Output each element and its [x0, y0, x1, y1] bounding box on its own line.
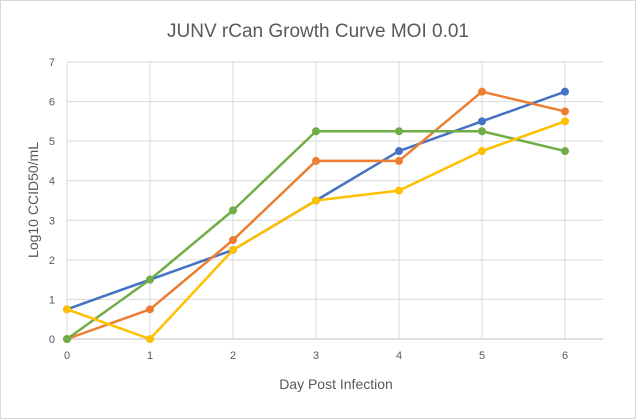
y-tick-label: 7: [49, 57, 55, 69]
y-tick-labels: 0 1 2 3 4 5 6 7: [49, 57, 55, 346]
data-point: [478, 117, 486, 126]
data-point: [395, 156, 403, 165]
x-tick-label: 3: [313, 350, 319, 362]
data-point: [395, 147, 403, 156]
data-point: [478, 127, 486, 136]
x-tick-label: 4: [396, 350, 402, 362]
chart-title: JUNV rCan Growth Curve MOI 0.01: [167, 21, 469, 42]
data-point: [561, 87, 569, 96]
y-axis-title: Log10 CCID50/mL: [25, 142, 41, 258]
data-point: [561, 107, 569, 116]
series-lines: [63, 87, 569, 343]
series-3: [63, 127, 569, 343]
x-tick-label: 2: [230, 350, 236, 362]
x-axis-title: Day Post Infection: [279, 376, 393, 392]
data-point: [312, 196, 320, 205]
x-tick-label: 5: [479, 350, 485, 362]
data-point: [229, 206, 237, 215]
data-point: [478, 87, 486, 96]
y-tick-label: 5: [49, 136, 55, 148]
gridlines: [66, 61, 603, 340]
y-tick-label: 3: [49, 215, 55, 227]
y-tick-label: 6: [49, 97, 55, 109]
data-point: [63, 335, 71, 343]
data-point: [146, 275, 154, 284]
data-point: [395, 186, 403, 195]
data-point: [561, 147, 569, 156]
data-point: [229, 245, 237, 254]
data-point: [561, 117, 569, 126]
data-point: [395, 127, 403, 136]
y-tick-label: 4: [49, 176, 55, 188]
y-tick-label: 1: [49, 294, 55, 306]
x-tick-labels: 0 1 2 3 4 5 6: [64, 350, 568, 362]
x-tick-label: 6: [562, 350, 568, 362]
x-tick-label: 1: [147, 350, 153, 362]
data-point: [312, 156, 320, 165]
data-point: [63, 305, 71, 314]
data-point: [146, 305, 154, 314]
data-point: [146, 335, 154, 343]
data-point: [478, 147, 486, 156]
data-point: [229, 236, 237, 245]
data-point: [312, 127, 320, 136]
x-tick-label: 0: [64, 350, 70, 362]
series-4: [63, 117, 569, 343]
y-tick-label: 2: [49, 255, 55, 267]
y-tick-label: 0: [49, 334, 55, 346]
